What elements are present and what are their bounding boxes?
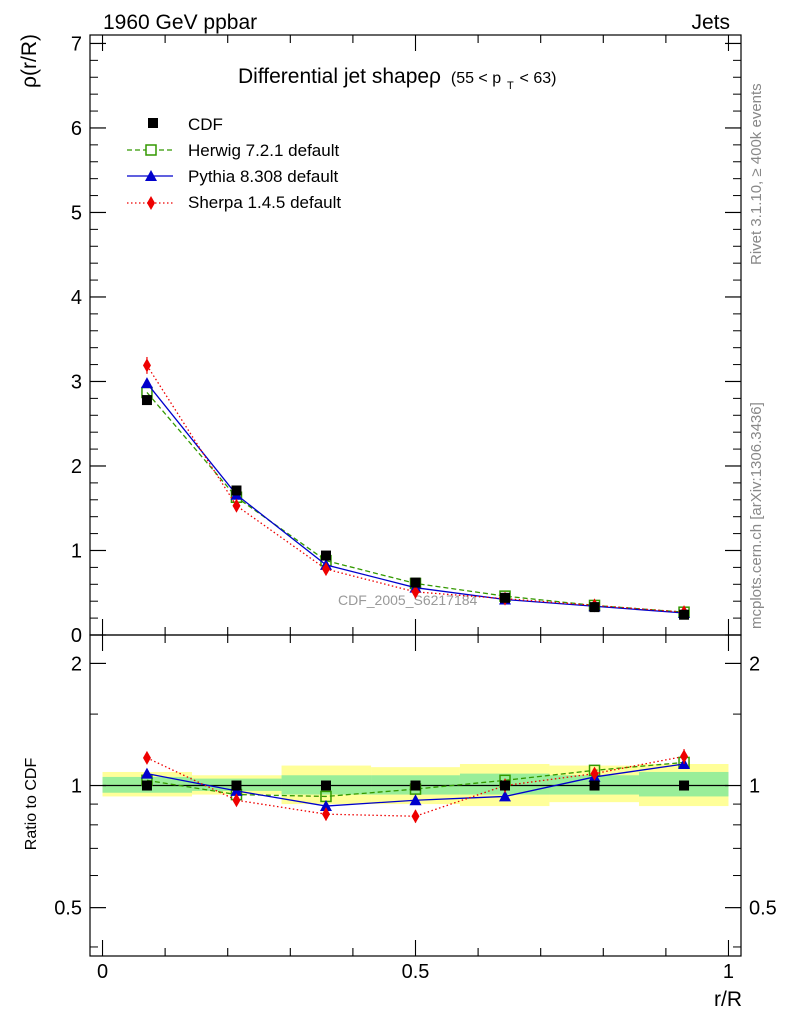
ratio-y-axis-label: Ratio to CDF <box>23 758 40 851</box>
legend-entry-pythia: Pythia 8.308 default <box>127 167 339 186</box>
ratio-point-sherpa <box>590 766 599 781</box>
main-y-tick-label: 4 <box>71 287 82 309</box>
ratio-series-layer <box>140 749 691 824</box>
chart-title-main: Differential jet shapeρ <box>238 65 441 88</box>
x-axis-label: r/R <box>714 988 742 1011</box>
ratio-point-cdf <box>410 780 421 791</box>
main-axis-ticks: 0 1 2 3 4 5 6 7 <box>71 33 741 647</box>
ratio-y-tick-label-right: 0.5 <box>749 898 777 920</box>
x-tick-label: 0 <box>97 961 108 983</box>
main-point-cdf <box>231 485 242 496</box>
main-y-tick-label: 7 <box>71 33 82 55</box>
ratio-panel: 0.5 0.5 1 1 2 2 0 0.5 1 Ratio to CDF r/R <box>23 634 777 1011</box>
chart-title-subscript: T <box>507 80 514 92</box>
ratio-point-sherpa <box>142 750 151 765</box>
main-series-cdf <box>141 395 690 620</box>
ratio-point-cdf <box>320 780 331 791</box>
main-line-sherpa <box>146 365 685 613</box>
ratio-y-tick-label: 0.5 <box>54 898 82 920</box>
main-point-cdf <box>320 550 331 561</box>
ratio-point-sherpa <box>232 793 241 808</box>
chart-watermark: CDF_2005_S6217184 <box>338 592 478 608</box>
legend-marker-sherpa <box>147 196 155 210</box>
ratio-y-tick-label: 1 <box>71 776 82 798</box>
ratio-point-sherpa <box>680 749 689 764</box>
x-tick-label: 1 <box>723 961 734 983</box>
ratio-point-sherpa <box>321 807 330 822</box>
main-point-cdf <box>589 602 600 613</box>
main-point-sherpa <box>232 498 241 513</box>
main-y-tick-label: 2 <box>71 456 82 478</box>
ratio-y-tick-label-right: 2 <box>749 653 760 675</box>
legend-marker-pythia <box>145 170 157 181</box>
chart-title-range: (55 < p <box>451 70 501 87</box>
chart-title-range-end: < 63) <box>520 70 557 87</box>
ratio-point-cdf <box>141 780 152 791</box>
legend-label-herwig: Herwig 7.2.1 default <box>188 141 339 160</box>
ratio-point-pythia <box>409 794 422 806</box>
main-point-sherpa <box>411 584 420 599</box>
mcplots-label: mcplots.cern.ch [arXiv:1306.3436] <box>748 402 765 629</box>
rivet-label: Rivet 3.1.10, ≥ 400k events <box>748 83 765 265</box>
header-process-label: Jets <box>691 11 730 34</box>
legend-label-sherpa: Sherpa 1.4.5 default <box>188 193 341 212</box>
main-point-sherpa <box>142 358 151 373</box>
chart-title: Differential jet shapeρ (55 < p T < 63) <box>238 65 556 94</box>
legend-marker-herwig <box>145 144 157 156</box>
ratio-point-cdf <box>500 780 511 791</box>
x-tick-label: 0.5 <box>402 961 430 983</box>
main-y-tick-label: 6 <box>71 118 82 140</box>
main-y-tick-label: 3 <box>71 371 82 393</box>
legend-marker-cdf <box>148 118 158 128</box>
legend: CDF Herwig 7.2.1 default Pythia 8.308 de… <box>127 115 341 212</box>
legend-entry-cdf: CDF <box>148 115 223 134</box>
ratio-panel-frame <box>89 634 742 957</box>
ratio-y-tick-label-right: 1 <box>749 776 760 798</box>
ratio-point-cdf <box>231 780 242 791</box>
legend-entry-sherpa: Sherpa 1.4.5 default <box>127 193 341 212</box>
header-energy-label: 1960 GeV ppbar <box>103 11 257 34</box>
ratio-point-cdf <box>679 780 690 791</box>
main-point-cdf <box>679 609 690 620</box>
ratio-point-cdf <box>589 780 600 791</box>
main-y-tick-label: 1 <box>71 540 82 562</box>
main-y-tick-label: 5 <box>71 202 82 224</box>
main-panel: 0 1 2 3 4 5 6 7 ρ(r/R) CDF_2005_S6217184 Differ… <box>18 33 742 647</box>
ratio-point-pythia <box>140 767 153 779</box>
main-point-cdf <box>141 395 152 406</box>
ratio-point-pythia <box>499 790 512 802</box>
ratio-point-sherpa <box>411 809 420 824</box>
main-point-cdf <box>500 592 511 603</box>
main-y-axis-label: ρ(r/R) <box>18 34 41 88</box>
main-series-layer <box>140 356 691 620</box>
main-point-cdf <box>410 577 421 588</box>
legend-label-cdf: CDF <box>188 115 223 134</box>
ratio-axis-ticks: 0.5 0.5 1 1 2 2 0 0.5 1 <box>54 635 777 983</box>
legend-entry-herwig: Herwig 7.2.1 default <box>127 141 339 160</box>
legend-label-pythia: Pythia 8.308 default <box>188 167 339 186</box>
ratio-series-cdf <box>141 780 690 791</box>
ratio-point-pythia <box>319 800 332 812</box>
main-point-pythia <box>140 377 153 389</box>
ratio-y-tick-label: 2 <box>71 653 82 675</box>
main-y-tick-label: 0 <box>71 625 82 647</box>
main-point-sherpa <box>321 562 330 577</box>
